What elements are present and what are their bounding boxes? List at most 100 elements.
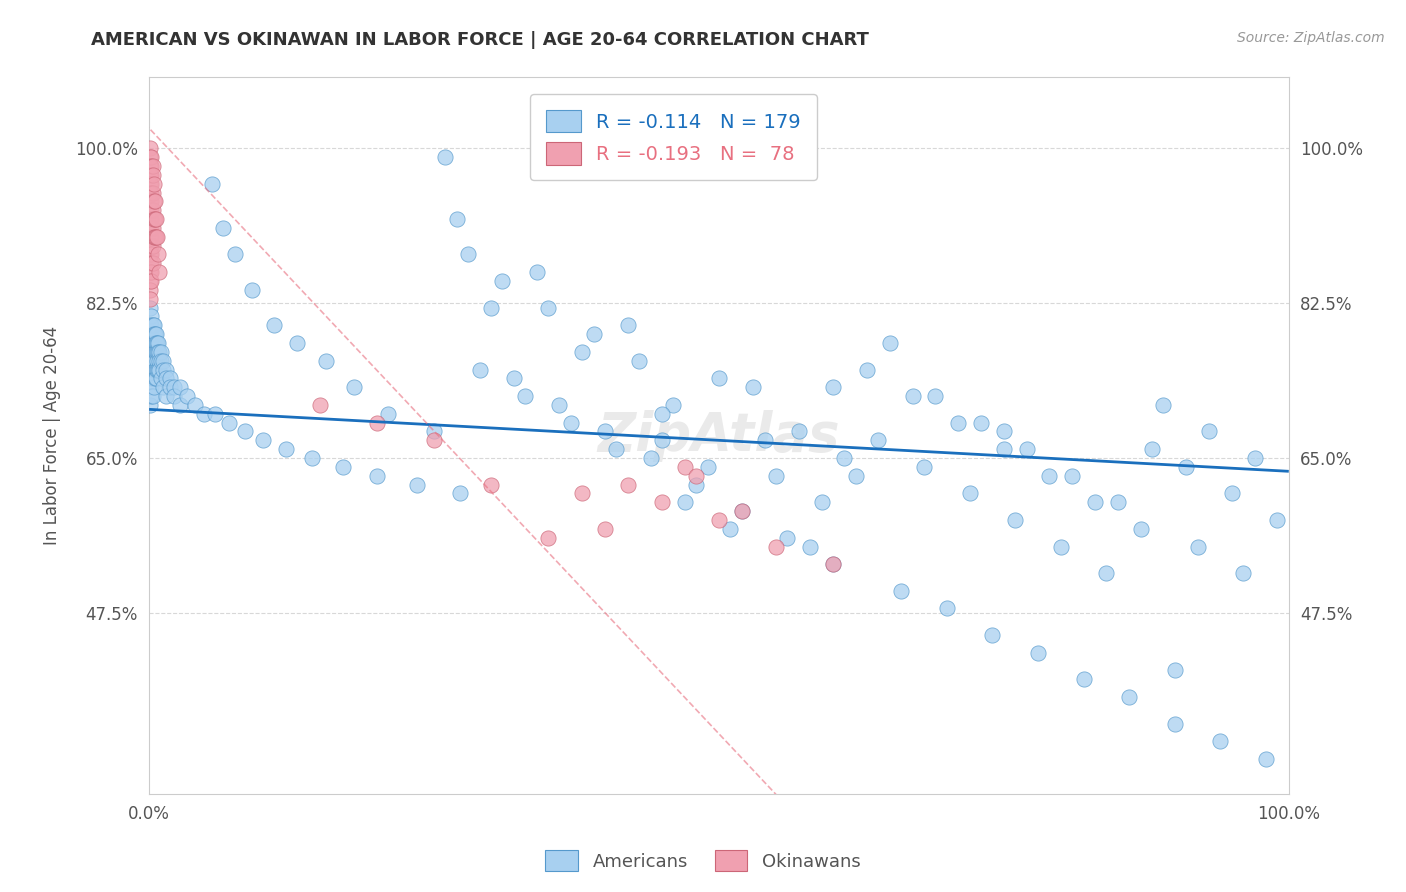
- Point: [146, 344, 169, 359]
- Point: [343, 380, 366, 394]
- Point: [593, 425, 616, 439]
- Point: [142, 353, 165, 368]
- Point: [139, 344, 162, 359]
- Point: [143, 335, 166, 350]
- Point: [252, 434, 274, 448]
- Point: [145, 212, 167, 227]
- Point: [193, 407, 215, 421]
- Point: [141, 212, 163, 227]
- Point: [560, 416, 582, 430]
- Point: [1164, 716, 1187, 731]
- Point: [263, 318, 285, 333]
- Point: [139, 398, 162, 412]
- Point: [148, 362, 170, 376]
- Point: [1038, 468, 1060, 483]
- Point: [141, 335, 163, 350]
- Point: [1164, 664, 1187, 678]
- Point: [651, 495, 673, 509]
- Point: [776, 531, 799, 545]
- Point: [148, 335, 170, 350]
- Point: [139, 283, 162, 297]
- Point: [315, 353, 337, 368]
- Point: [141, 238, 163, 252]
- Point: [141, 353, 163, 368]
- Point: [139, 177, 162, 191]
- Point: [285, 335, 308, 350]
- Point: [754, 434, 776, 448]
- Point: [1129, 522, 1152, 536]
- Point: [502, 371, 524, 385]
- Point: [139, 229, 162, 244]
- Point: [1107, 495, 1129, 509]
- Point: [143, 362, 166, 376]
- Point: [651, 407, 673, 421]
- Point: [141, 256, 163, 270]
- Point: [145, 362, 167, 376]
- Point: [718, 522, 741, 536]
- Point: [457, 247, 479, 261]
- Point: [821, 558, 844, 572]
- Point: [605, 442, 627, 457]
- Point: [821, 380, 844, 394]
- Point: [148, 344, 170, 359]
- Point: [548, 398, 571, 412]
- Point: [479, 477, 502, 491]
- Point: [142, 335, 165, 350]
- Point: [423, 425, 446, 439]
- Point: [593, 522, 616, 536]
- Point: [890, 583, 912, 598]
- Point: [139, 380, 162, 394]
- Point: [139, 292, 162, 306]
- Point: [139, 274, 162, 288]
- Point: [301, 450, 323, 465]
- Point: [212, 221, 235, 235]
- Point: [141, 177, 163, 191]
- Point: [141, 310, 163, 324]
- Point: [149, 344, 172, 359]
- Point: [141, 238, 163, 252]
- Point: [233, 425, 256, 439]
- Point: [993, 425, 1015, 439]
- Point: [139, 203, 162, 218]
- Point: [145, 327, 167, 342]
- Point: [145, 344, 167, 359]
- Point: [651, 434, 673, 448]
- Point: [742, 380, 765, 394]
- Point: [159, 380, 181, 394]
- Point: [142, 194, 165, 209]
- Text: Source: ZipAtlas.com: Source: ZipAtlas.com: [1237, 31, 1385, 45]
- Point: [143, 212, 166, 227]
- Point: [141, 327, 163, 342]
- Point: [139, 238, 162, 252]
- Point: [1084, 495, 1107, 509]
- Point: [707, 513, 730, 527]
- Point: [141, 389, 163, 403]
- Point: [143, 229, 166, 244]
- Point: [1050, 540, 1073, 554]
- Point: [139, 335, 162, 350]
- Point: [1015, 442, 1038, 457]
- Point: [526, 265, 548, 279]
- Point: [970, 416, 993, 430]
- Point: [139, 247, 162, 261]
- Point: [143, 353, 166, 368]
- Point: [449, 486, 471, 500]
- Point: [142, 318, 165, 333]
- Point: [142, 177, 165, 191]
- Point: [139, 168, 162, 182]
- Point: [1062, 468, 1084, 483]
- Point: [139, 327, 162, 342]
- Point: [145, 335, 167, 350]
- Point: [912, 459, 935, 474]
- Point: [731, 504, 754, 518]
- Point: [141, 380, 163, 394]
- Point: [515, 389, 537, 403]
- Point: [628, 353, 651, 368]
- Point: [139, 141, 162, 155]
- Point: [1267, 513, 1289, 527]
- Point: [141, 371, 163, 385]
- Point: [1073, 673, 1095, 687]
- Point: [152, 362, 174, 376]
- Point: [765, 468, 787, 483]
- Point: [571, 486, 593, 500]
